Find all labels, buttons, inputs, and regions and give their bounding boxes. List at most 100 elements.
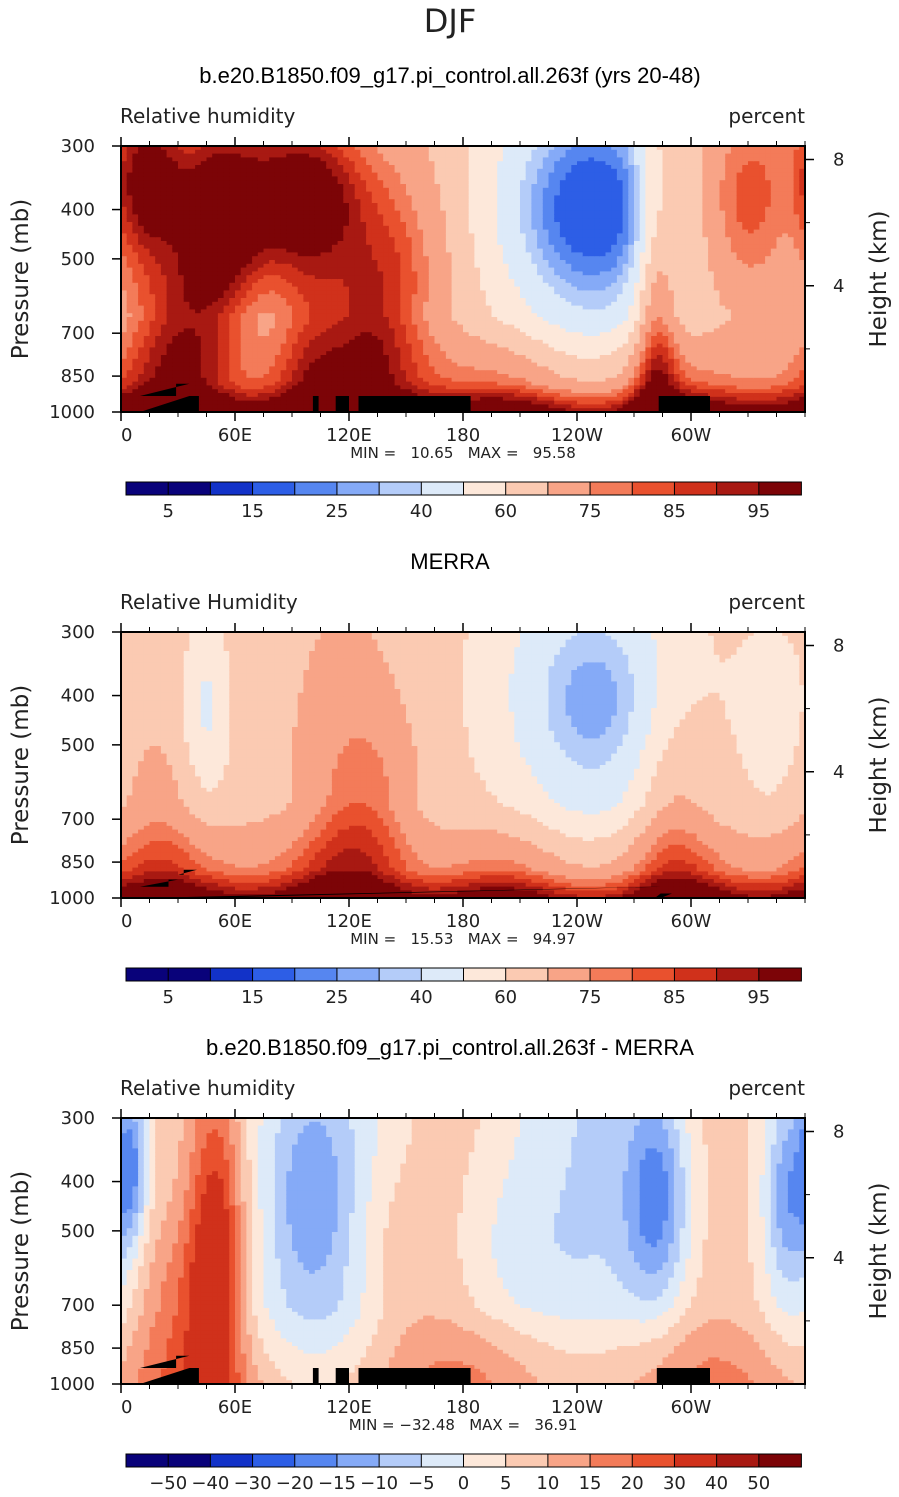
heatmap-cell (207, 328, 213, 332)
heatmap-cell (201, 366, 207, 370)
heatmap-cell (229, 290, 235, 294)
heatmap-cell (218, 184, 224, 188)
heatmap-cell (246, 268, 252, 272)
heatmap-cell (172, 344, 178, 348)
heatmap-cell (212, 169, 218, 173)
heatmap-cell (155, 214, 161, 218)
heatmap-cell (138, 150, 144, 154)
heatmap-cell (241, 279, 247, 283)
heatmap-cell (132, 237, 138, 241)
heatmap-cell (167, 290, 173, 294)
heatmap-cell (132, 268, 138, 272)
heatmap-cell (132, 203, 138, 207)
heatmap-cell (178, 283, 184, 287)
heatmap-cell (224, 393, 230, 397)
heatmap-cell (212, 359, 218, 363)
heatmap-cell (172, 302, 178, 306)
heatmap-cell (212, 306, 218, 310)
heatmap-cell (150, 302, 156, 306)
heatmap-cell (229, 241, 235, 245)
heatmap-cell (155, 374, 161, 378)
heatmap-cell (144, 344, 150, 348)
heatmap-cell (132, 245, 138, 249)
heatmap-cell (167, 271, 173, 275)
heatmap-cell (189, 275, 195, 279)
heatmap-cell (161, 264, 167, 268)
heatmap-cell (178, 328, 184, 332)
heatmap-cell (144, 397, 150, 401)
heatmap-cell (127, 336, 133, 340)
heatmap-cell (184, 336, 190, 340)
heatmap-cell (184, 347, 190, 351)
heatmap-cell (252, 264, 258, 268)
heatmap-cell (224, 180, 230, 184)
heatmap-cell (229, 366, 235, 370)
heatmap-cell (218, 302, 224, 306)
heatmap-cell (161, 173, 167, 177)
heatmap-cell (144, 218, 150, 222)
heatmap-cell (246, 336, 252, 340)
heatmap-cell (144, 249, 150, 253)
heatmap-cell (252, 192, 258, 196)
heatmap-cell (144, 302, 150, 306)
heatmap-cell (144, 207, 150, 211)
heatmap-cell (172, 211, 178, 215)
heatmap-cell (127, 176, 133, 180)
heatmap-cell (184, 317, 190, 321)
heatmap-cell (258, 211, 264, 215)
heatmap-cell (201, 161, 207, 165)
heatmap-cell (235, 302, 241, 306)
heatmap-cell (235, 241, 241, 245)
heatmap-cell (155, 245, 161, 249)
heatmap-cell (218, 287, 224, 291)
heatmap-cell (161, 325, 167, 329)
heatmap-cell (127, 298, 133, 302)
heatmap-cell (184, 249, 190, 253)
heatmap-cell (229, 154, 235, 158)
heatmap-cell (132, 161, 138, 165)
heatmap-cell (235, 382, 241, 386)
heatmap-cell (235, 355, 241, 359)
heatmap-cell (224, 283, 230, 287)
heatmap-cell (127, 302, 133, 306)
heatmap-cell (189, 252, 195, 256)
heatmap-cell (132, 332, 138, 336)
heatmap-cell (201, 321, 207, 325)
heatmap-cell (235, 188, 241, 192)
heatmap-cell (184, 260, 190, 264)
heatmap-cell (161, 169, 167, 173)
heatmap-cell (189, 340, 195, 344)
heatmap-cell (144, 298, 150, 302)
heatmap-cell (212, 287, 218, 291)
heatmap-cell (144, 256, 150, 260)
heatmap-cell (144, 401, 150, 405)
heatmap-cell (229, 157, 235, 161)
heatmap-cell (172, 370, 178, 374)
heatmap-cell (144, 290, 150, 294)
heatmap-cell (229, 230, 235, 234)
heatmap-cell (241, 393, 247, 397)
heatmap-cell (127, 218, 133, 222)
heatmap-cell (224, 332, 230, 336)
heatmap-cell (224, 404, 230, 408)
heatmap-cell (161, 332, 167, 336)
heatmap-cell (224, 268, 230, 272)
heatmap-cell (127, 230, 133, 234)
heatmap-cell (218, 165, 224, 169)
heatmap-cell (127, 321, 133, 325)
heatmap-cell (138, 355, 144, 359)
heatmap-cell (189, 290, 195, 294)
heatmap-cell (258, 199, 264, 203)
heatmap-cell (189, 374, 195, 378)
heatmap-cell (144, 306, 150, 310)
heatmap-cell (246, 165, 252, 169)
heatmap-cell (207, 268, 213, 272)
heatmap-cell (195, 294, 201, 298)
heatmap-cell (258, 154, 264, 158)
heatmap-cell (189, 351, 195, 355)
heatmap-cell (150, 161, 156, 165)
heatmap-cell (155, 351, 161, 355)
heatmap-cell (258, 176, 264, 180)
heatmap-cell (132, 340, 138, 344)
heatmap-cell (241, 283, 247, 287)
